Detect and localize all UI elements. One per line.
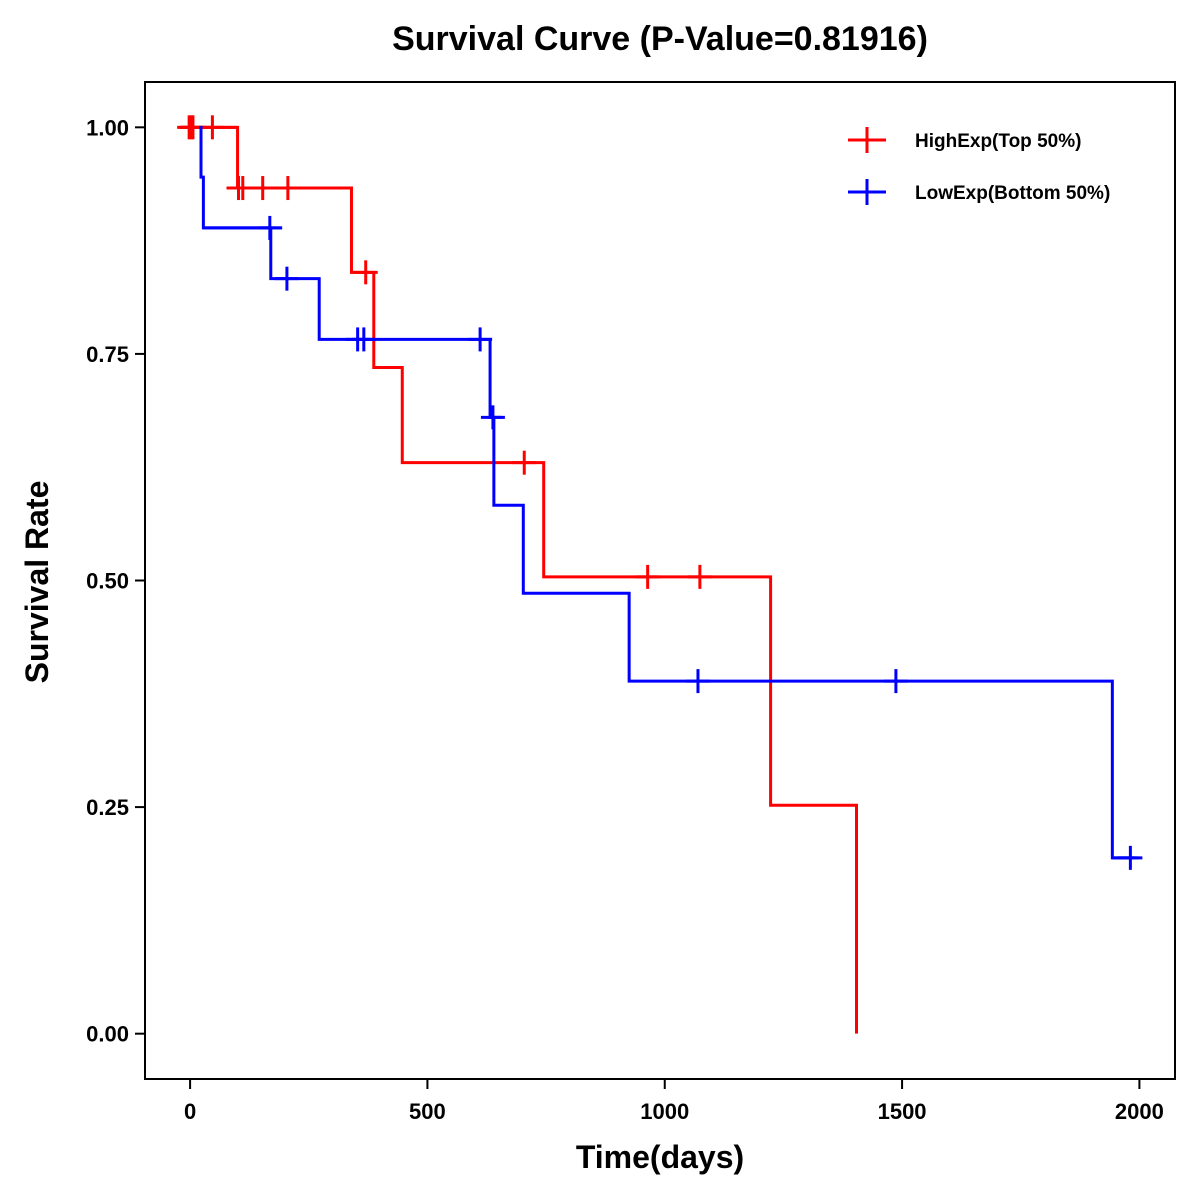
series-highexp [177, 115, 859, 1034]
x-tick-label: 2000 [1115, 1099, 1164, 1124]
y-tick-label: 1.00 [86, 115, 129, 140]
survival-step-line [199, 125, 1135, 860]
x-tick-label: 1000 [640, 1099, 689, 1124]
x-axis: 0 500 1000 1500 2000 [184, 1079, 1164, 1124]
y-tick-label: 0.25 [86, 795, 129, 820]
legend-label: LowExp(Bottom 50%) [915, 183, 1110, 204]
x-tick-label: 1500 [878, 1099, 927, 1124]
y-axis-title: Survival Rate [19, 481, 55, 684]
survival-step-line [180, 125, 859, 1034]
y-tick-label: 0.00 [86, 1022, 129, 1047]
x-tick-label: 0 [184, 1099, 196, 1124]
legend: HighExp(Top 50%) LowExp(Bottom 50%) [848, 127, 1110, 205]
chart-title: Survival Curve (P-Value=0.81916) [392, 20, 928, 58]
plot-panel-border [144, 81, 1176, 1080]
x-axis-title: Time(days) [576, 1139, 744, 1175]
x-tick-label: 500 [409, 1099, 446, 1124]
series-layer [177, 115, 1143, 1034]
series-lowexp [199, 125, 1143, 870]
legend-label: HighExp(Top 50%) [915, 131, 1081, 152]
y-tick-label: 0.50 [86, 569, 129, 594]
y-tick-label: 0.75 [86, 342, 129, 367]
legend-item: LowExp(Bottom 50%) [848, 179, 1110, 205]
y-axis: 0.00 0.25 0.50 0.75 1.00 [86, 115, 145, 1047]
legend-item: HighExp(Top 50%) [848, 127, 1081, 153]
